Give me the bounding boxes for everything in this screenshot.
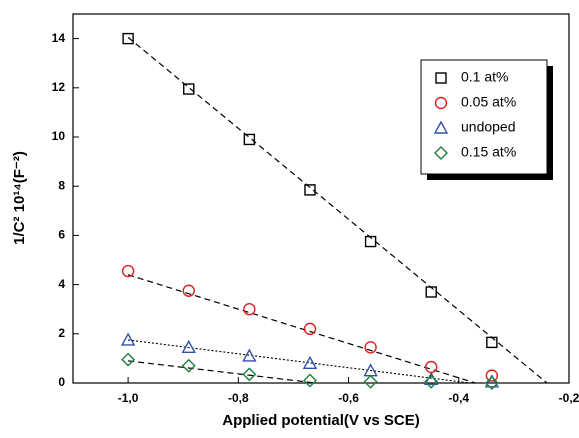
marker (363, 374, 378, 389)
marker (425, 286, 437, 298)
marker (304, 184, 316, 196)
fit-line (128, 339, 470, 384)
marker (181, 358, 196, 373)
marker (364, 341, 377, 354)
marker (242, 367, 257, 382)
marker (485, 369, 499, 382)
marker (243, 133, 256, 146)
x-tick-label: -0,2 (559, 391, 579, 405)
y-tick-label: 12 (52, 80, 66, 94)
y-axis-title: 1/C² 10¹⁴(F⁻²) (11, 151, 28, 245)
marker (182, 284, 195, 297)
marker (434, 146, 448, 160)
fit-line (127, 36, 548, 384)
legend-label: 0.05 at% (461, 94, 516, 110)
x-axis-title: Applied potential(V vs SCE) (222, 412, 420, 429)
fit-line (128, 360, 316, 384)
marker (434, 96, 448, 110)
marker (486, 336, 498, 349)
marker (121, 352, 136, 367)
plot-frame (72, 13, 570, 384)
legend-label: 0.1 at% (461, 69, 508, 85)
marker (435, 72, 447, 84)
marker (303, 322, 317, 336)
marker (181, 339, 196, 354)
marker (484, 374, 500, 388)
fit-line (127, 274, 476, 384)
marker (302, 373, 317, 388)
legend-label: 0.15 at% (461, 144, 516, 160)
marker (302, 355, 318, 370)
y-tick-label: 6 (58, 228, 65, 242)
marker (122, 32, 134, 45)
marker (433, 120, 449, 134)
marker (425, 360, 438, 374)
marker (484, 376, 499, 390)
marker (424, 374, 439, 389)
x-tick-label: -0,6 (338, 391, 359, 405)
x-tick-label: -0,4 (448, 391, 469, 405)
y-tick-label: 14 (52, 31, 66, 45)
x-tick-label: -0,8 (228, 391, 249, 405)
y-tick-label: 10 (52, 129, 66, 143)
y-tick-label: 8 (58, 178, 65, 192)
marker (242, 348, 257, 362)
marker (121, 264, 135, 278)
legend-box (420, 59, 548, 175)
legend-label: undoped (461, 119, 516, 135)
marker (183, 83, 195, 95)
marker (364, 235, 377, 248)
marker (120, 332, 136, 346)
marker (243, 303, 256, 316)
y-tick-label: 0 (58, 375, 65, 389)
y-tick-label: 4 (58, 277, 65, 291)
y-tick-label: 2 (58, 326, 65, 340)
x-tick-label: -1,0 (118, 391, 139, 405)
